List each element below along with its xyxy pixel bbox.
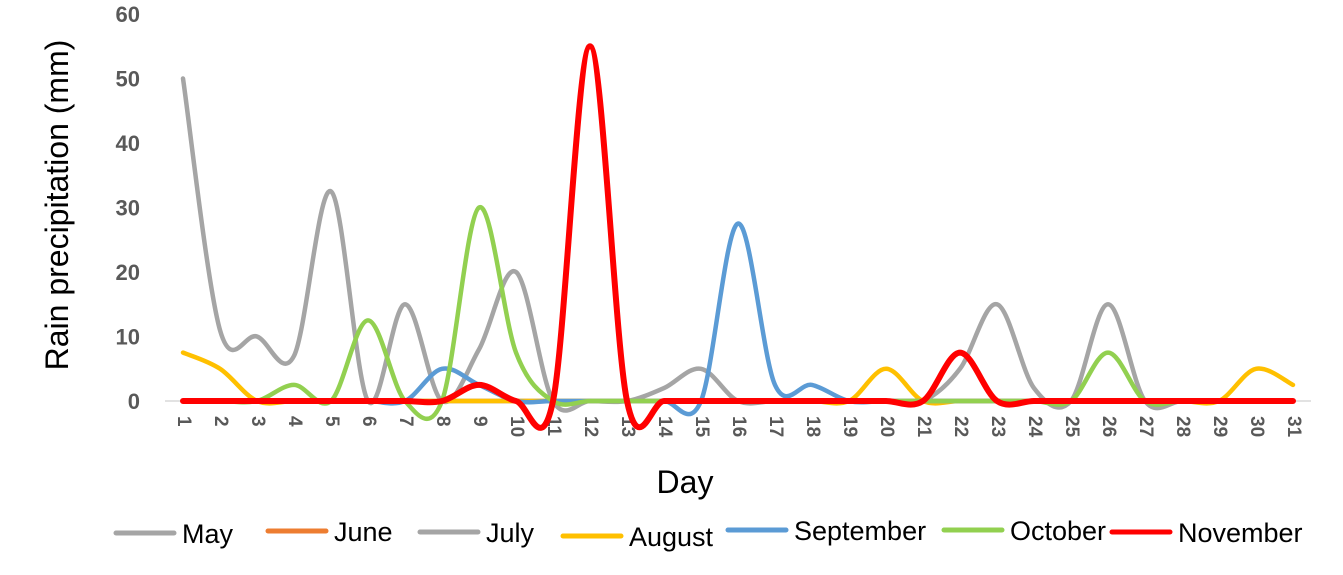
- legend-label-july: July: [486, 518, 535, 548]
- x-tick-label: 19: [839, 416, 860, 437]
- x-tick-label: 1: [173, 416, 194, 427]
- legend-label-september: September: [794, 516, 926, 546]
- x-tick-label: 10: [506, 416, 527, 437]
- y-tick-label: 50: [116, 67, 140, 92]
- x-tick-label: 20: [876, 416, 897, 437]
- x-tick-label: 16: [728, 416, 749, 437]
- x-tick-label: 30: [1246, 416, 1267, 437]
- legend-label-august: August: [629, 522, 714, 552]
- x-tick-label: 24: [1024, 416, 1045, 438]
- legend-label-may: May: [182, 519, 234, 549]
- x-tick-label: 31: [1283, 416, 1304, 438]
- x-tick-label: 21: [913, 416, 934, 438]
- y-tick-label: 60: [116, 2, 140, 27]
- x-tick-label: 2: [210, 416, 231, 427]
- series-line-september: [180, 221, 1296, 417]
- x-tick-label: 5: [321, 416, 342, 427]
- x-tick-label: 9: [469, 416, 490, 427]
- legend-label-june: June: [334, 517, 393, 547]
- x-tick-label: 18: [802, 416, 823, 437]
- y-axis: 0 10 20 30 40 50 60: [116, 2, 140, 414]
- legend-label-november: November: [1178, 518, 1303, 548]
- y-tick-label: 30: [116, 196, 140, 221]
- x-tick-label: 23: [987, 416, 1008, 437]
- y-axis-label: Rain precipitation (mm): [39, 40, 75, 371]
- legend-label-october: October: [1010, 516, 1106, 546]
- x-tick-label: 26: [1098, 416, 1119, 437]
- y-tick-label: 40: [116, 131, 140, 156]
- y-tick-label: 10: [116, 325, 140, 350]
- x-tick-label: 27: [1135, 416, 1156, 437]
- series-layer: [180, 43, 1296, 431]
- series-line-october: [180, 205, 1296, 421]
- x-axis-label: Day: [657, 464, 714, 500]
- x-tick-label: 17: [765, 416, 786, 437]
- series-line-november: [180, 43, 1296, 431]
- x-tick-label: 28: [1172, 416, 1193, 437]
- x-tick-label: 29: [1209, 416, 1230, 437]
- x-tick-label: 4: [284, 416, 305, 427]
- x-tick-label: 6: [358, 416, 379, 427]
- x-tick-label: 25: [1061, 416, 1082, 438]
- x-tick-label: 14: [654, 416, 675, 438]
- x-tick-label: 7: [395, 416, 416, 427]
- x-tick-label: 12: [580, 416, 601, 437]
- x-tick-label: 15: [691, 416, 712, 438]
- legend: May June July August September October Novembe…: [113, 516, 1303, 552]
- x-tick-label: 3: [247, 416, 268, 427]
- y-tick-label: 20: [116, 260, 140, 285]
- y-tick-label: 0: [128, 389, 140, 414]
- x-axis: 1 2 3 4 5 6 7 8 9 10 11 12 13 14 15 16 17 18 19 20 21 22 23 24 2…: [173, 416, 1304, 438]
- x-tick-label: 8: [432, 416, 453, 427]
- x-tick-label: 22: [950, 416, 971, 437]
